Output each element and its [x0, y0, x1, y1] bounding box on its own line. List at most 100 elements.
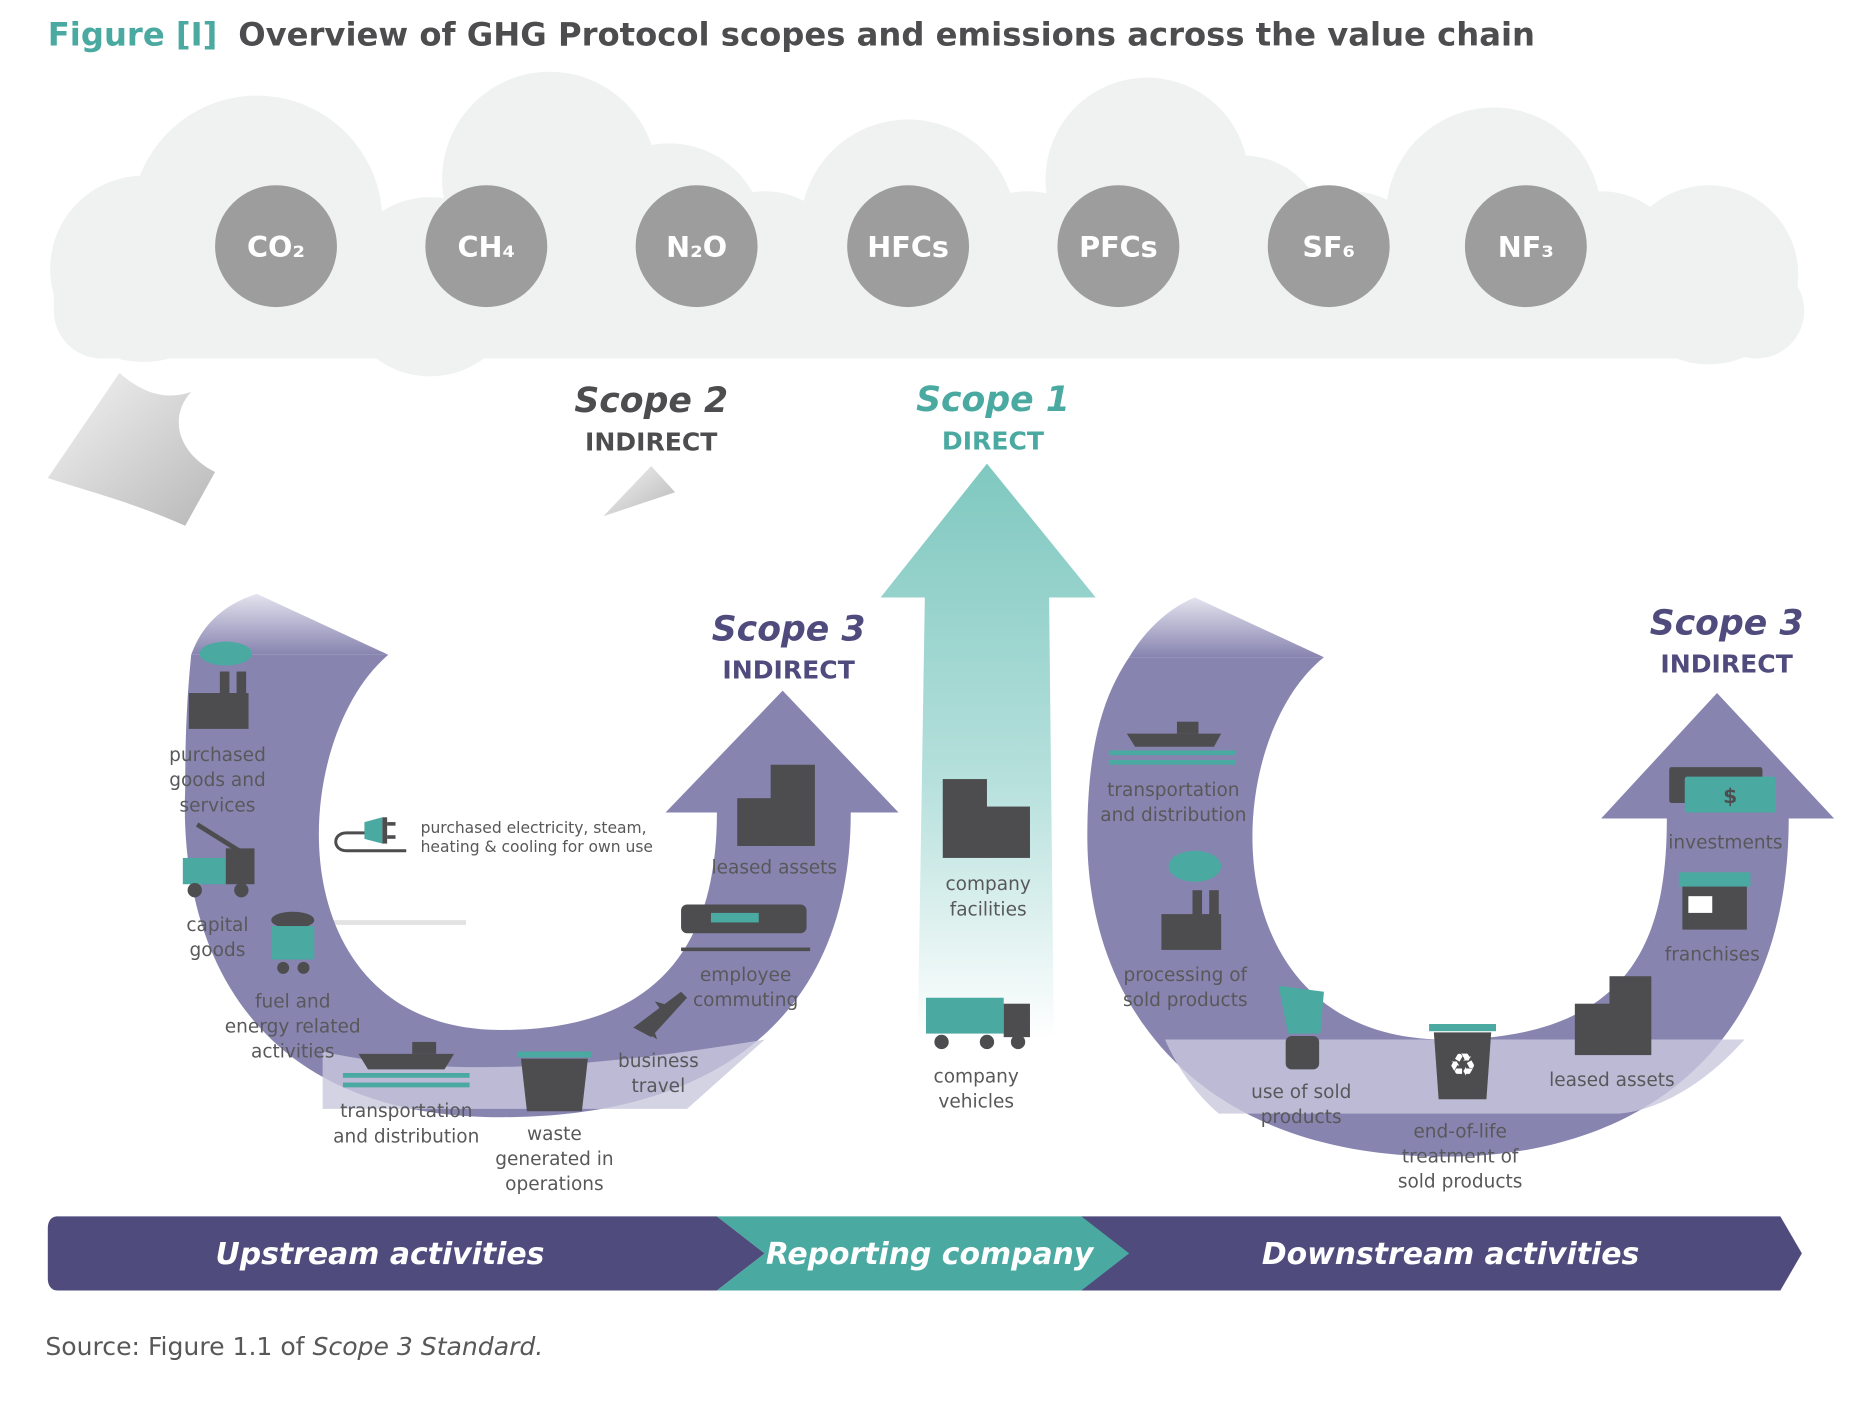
gas-circle	[1464, 185, 1587, 308]
scope3-left-title: Scope 3	[712, 609, 866, 649]
label-line: sold products	[1398, 1172, 1523, 1193]
greenhouse-gases: CO₂ CH₄ N₂O HFCs PFCs SF₆ NF₃	[215, 185, 1587, 308]
gas-circle	[1267, 185, 1390, 308]
label-line: fuel and	[255, 991, 331, 1012]
upstream-bar	[47, 1216, 765, 1291]
category-label: leased assets	[712, 857, 837, 878]
label-line: and distribution	[1100, 805, 1246, 826]
label-line: company	[945, 874, 1030, 895]
label-line: activities	[251, 1041, 334, 1062]
label-line: use of sold	[1251, 1082, 1351, 1103]
label-line: vehicles	[938, 1092, 1014, 1113]
category-label: leased assets	[1549, 1070, 1675, 1091]
category-label: transportation and distribution	[333, 1101, 479, 1147]
reporting-company-label: Reporting company	[766, 1237, 1095, 1272]
category-label: investments	[1668, 832, 1782, 853]
label-line: employee	[700, 965, 791, 986]
label-line: business	[618, 1051, 699, 1072]
upstream-label: Upstream activities	[216, 1237, 545, 1272]
waste-bin-icon	[517, 1051, 592, 1112]
reporting-company-bar	[716, 1216, 1130, 1291]
scope1-title: Scope 1	[916, 380, 1070, 420]
label-line: end-of-life	[1413, 1122, 1507, 1143]
recycle-bin-icon: ♻	[1429, 1024, 1496, 1100]
svg-text:$: $	[1723, 784, 1737, 808]
storefront-icon	[1678, 872, 1751, 930]
downstream-label: Downstream activities	[1262, 1237, 1639, 1272]
ship-icon-downstream	[1108, 721, 1236, 765]
category-label: end-of-life treatment of sold products	[1398, 1122, 1523, 1193]
gas-label: SF₆	[1302, 230, 1355, 264]
scope2-arrow-head	[603, 466, 676, 517]
figure-title: Figure [I] Overview of GHG Protocol scop…	[48, 15, 1535, 53]
downstream-bar	[1081, 1216, 1802, 1291]
factory-icon-downstream	[1161, 850, 1222, 950]
category-label: fuel and energy related activities	[225, 991, 361, 1062]
category-label: company vehicles	[934, 1067, 1019, 1113]
label-line: facilities	[950, 899, 1027, 920]
scope2-title: Scope 2	[574, 381, 728, 421]
airplane-icon	[633, 991, 688, 1040]
label-line: leased assets	[1549, 1070, 1675, 1091]
label-line: investments	[1668, 832, 1782, 853]
category-label: use of sold products	[1251, 1082, 1351, 1128]
figure-title-text: Overview of GHG Protocol scopes and emis…	[238, 15, 1535, 53]
label-line: sold products	[1123, 990, 1248, 1011]
label-line: generated in	[495, 1149, 613, 1170]
category-label: capital goods	[186, 915, 248, 961]
gas-circle	[1057, 185, 1180, 308]
gas-label: CO₂	[247, 230, 305, 264]
label-line: and distribution	[333, 1126, 479, 1147]
scope1-arrow	[880, 463, 1096, 1040]
label-line: travel	[632, 1076, 686, 1097]
label-line: transportation	[1107, 780, 1239, 801]
svg-text:♻: ♻	[1449, 1047, 1477, 1083]
label-line: purchased electricity, steam,	[421, 819, 647, 837]
gas-circle	[425, 185, 548, 308]
upstream-u-top	[191, 593, 389, 655]
gas-label: NF₃	[1498, 230, 1554, 264]
building-icon-company	[942, 779, 1030, 858]
category-label: purchased goods and services	[169, 745, 266, 816]
category-label: purchased electricity, steam, heating & c…	[421, 819, 653, 856]
scope3-left-subtitle: INDIRECT	[722, 656, 854, 685]
lightbulb-icon	[1278, 985, 1324, 1070]
label-line: transportation	[340, 1101, 472, 1122]
label-line: goods and	[169, 770, 266, 791]
scope2-subtitle: INDIRECT	[585, 427, 717, 456]
category-label: waste generated in operations	[495, 1124, 613, 1195]
category-label: employee commuting	[693, 965, 798, 1011]
figure-number: Figure [I]	[48, 15, 218, 53]
label-line: franchises	[1665, 945, 1760, 966]
gas-label: CH₄	[458, 230, 516, 264]
label-line: products	[1261, 1107, 1342, 1128]
upstream-u-arrow	[184, 654, 899, 1118]
label-line: energy related	[225, 1016, 361, 1037]
downstream-u-top	[1129, 597, 1324, 658]
label-line: treatment of	[1402, 1147, 1519, 1168]
label-line: operations	[505, 1174, 604, 1195]
label-line: heating & cooling for own use	[421, 838, 653, 856]
coal-cart-icon	[271, 911, 315, 974]
ship-icon	[342, 1041, 470, 1088]
category-label: business travel	[618, 1051, 699, 1097]
factory-icon	[188, 641, 253, 729]
category-label: transportation and distribution	[1100, 780, 1246, 826]
truck-icon-company	[926, 997, 1030, 1050]
label-line: services	[179, 795, 255, 816]
category-label: company facilities	[945, 874, 1030, 920]
source-title: Scope 3 Standard.	[312, 1332, 543, 1361]
money-icon: $	[1669, 767, 1776, 813]
source-note: Source: Figure 1.1 of Scope 3 Standard.	[45, 1332, 543, 1361]
scope3-right-title: Scope 3	[1650, 603, 1804, 643]
label-line: purchased	[169, 745, 266, 766]
train-icon	[681, 904, 811, 952]
gas-label: N₂O	[666, 230, 727, 264]
category-label: franchises	[1665, 945, 1760, 966]
scope2-line	[325, 920, 466, 925]
scope2-swoosh	[47, 372, 216, 526]
gas-circle	[215, 185, 337, 308]
label-line: waste	[527, 1124, 582, 1145]
gas-circle	[635, 185, 758, 308]
